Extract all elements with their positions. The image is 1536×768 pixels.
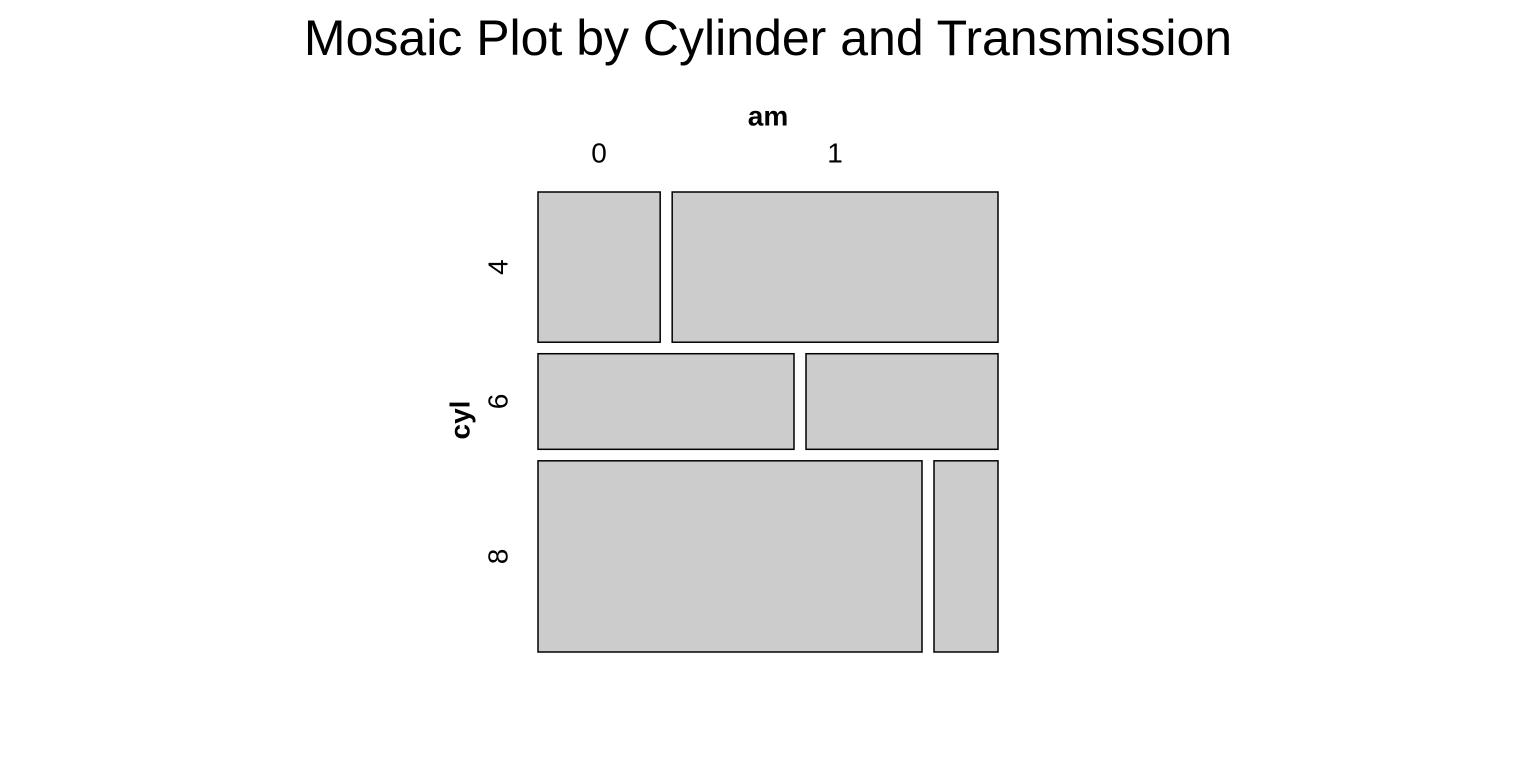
mosaic-cell <box>537 352 795 451</box>
mosaic-cell <box>537 460 923 653</box>
y-tick-label: 4 <box>482 259 513 275</box>
y-tick-label: 8 <box>482 549 513 565</box>
chart-title: Mosaic Plot by Cylinder and Transmission <box>304 10 1232 66</box>
mosaic-cell <box>805 352 999 451</box>
y-tick-label: 6 <box>482 394 513 410</box>
y-axis-title: cyl <box>444 401 475 440</box>
mosaic-cell <box>671 191 999 343</box>
x-axis-title: am <box>748 100 788 131</box>
x-tick-label: 0 <box>591 137 607 168</box>
mosaic-cell <box>933 460 999 653</box>
mosaic-cell <box>537 191 661 343</box>
x-tick-label: 1 <box>827 137 843 168</box>
